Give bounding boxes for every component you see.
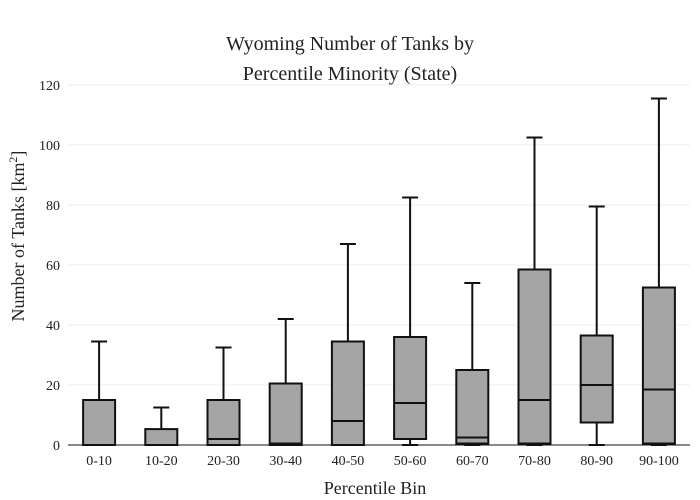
interquartile-box <box>455 369 490 445</box>
box-70-80 <box>517 136 552 446</box>
box-50-60 <box>393 196 428 446</box>
interquartile-box <box>330 340 365 446</box>
box-10-20 <box>144 406 179 447</box>
box-90-100 <box>641 97 676 446</box>
y-tick-label: 80 <box>46 199 60 214</box>
box-series <box>82 97 676 447</box>
x-tick-label: 50-60 <box>394 454 427 469</box>
x-axis-ticks: 0-10 10-20 20-30 30-40 40-50 50-60 60-70 70-80 8… <box>86 454 678 469</box>
x-tick-label: 90-100 <box>639 454 679 469</box>
interquartile-box <box>144 428 179 447</box>
y-axis-ticks: 0 20 40 60 80 100 120 <box>39 79 60 454</box>
y-axis-title-superscript: 2 <box>6 157 20 163</box>
box-80-90 <box>579 205 614 446</box>
chart-title-line-2: Percentile Minority (State) <box>243 63 457 85</box>
x-tick-label: 60-70 <box>456 454 489 469</box>
box-60-70 <box>455 282 490 446</box>
interquartile-box <box>393 336 428 440</box>
interquartile-box <box>641 286 676 445</box>
y-tick-label: 120 <box>39 79 60 94</box>
x-tick-label: 30-40 <box>269 454 302 469</box>
y-tick-label: 40 <box>46 319 60 334</box>
box-0-10 <box>82 340 117 446</box>
y-axis-title-end: ] <box>8 151 28 157</box>
y-tick-label: 100 <box>39 139 60 154</box>
x-tick-label: 40-50 <box>332 454 365 469</box>
interquartile-box <box>517 268 552 445</box>
x-axis-title: Percentile Bin <box>324 478 426 498</box>
x-tick-label: 10-20 <box>145 454 178 469</box>
interquartile-box <box>82 399 117 446</box>
x-tick-label: 80-90 <box>580 454 613 469</box>
y-axis-title-main: Number of Tanks [km <box>8 163 28 322</box>
chart-title-line-1: Wyoming Number of Tanks by <box>226 33 474 55</box>
y-axis-title: Number of Tanks [km2] <box>6 151 28 322</box>
box-40-50 <box>330 243 365 446</box>
interquartile-box <box>268 382 303 446</box>
y-tick-label: 60 <box>46 259 60 274</box>
x-tick-label: 70-80 <box>518 454 551 469</box>
x-tick-label: 20-30 <box>207 454 240 469</box>
y-tick-label: 20 <box>46 379 60 394</box>
y-tick-label: 0 <box>53 439 60 454</box>
box-20-30 <box>206 346 241 446</box>
box-30-40 <box>268 318 303 446</box>
interquartile-box <box>579 334 614 424</box>
x-tick-label: 0-10 <box>86 454 112 469</box>
